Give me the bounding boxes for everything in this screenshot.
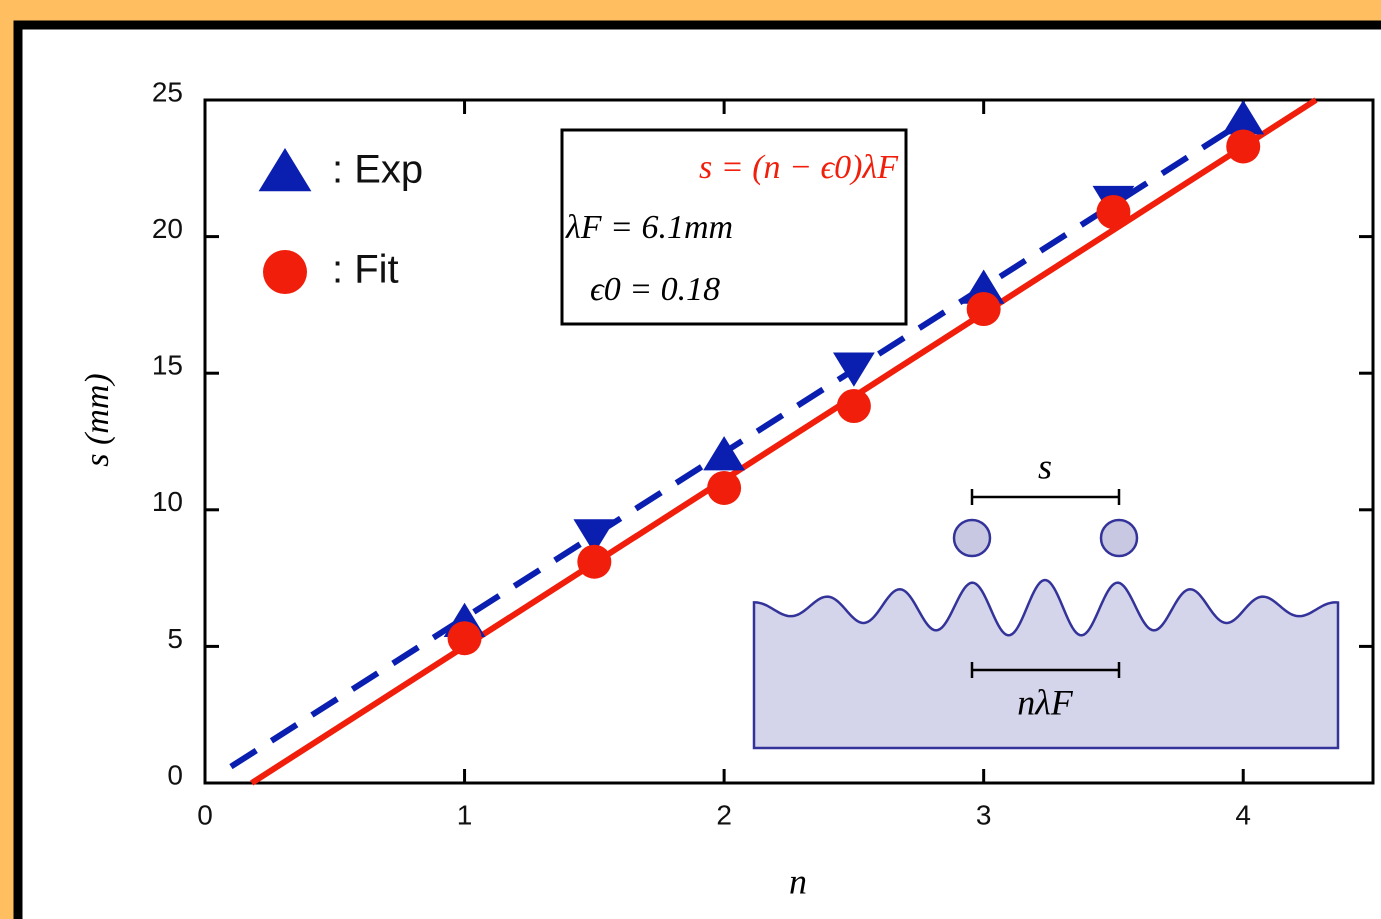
x-tick-label: 1 [457,799,473,830]
marker [1226,129,1261,164]
marker [577,544,612,579]
x-tick-label: 4 [1235,799,1251,830]
droplet [952,518,992,558]
x-tick-label: 0 [197,799,213,830]
y-tick-label: 0 [167,759,183,790]
marker [703,436,746,471]
liquid-surface [752,578,1340,750]
y-tick-label: 20 [152,213,183,244]
fit-line [250,97,1318,786]
marker [447,621,482,656]
marker [836,388,871,423]
y-tick-label: 15 [152,350,183,381]
inset-diagram: s nλF [752,446,1340,750]
y-tick-label: 25 [152,76,183,107]
inset-label: nλF [1017,682,1074,722]
plot-area [203,98,1375,785]
annotation: s = (n − ϵ0)λF [699,149,899,186]
marker [962,269,1005,304]
y-axis-label: s (mm) [79,373,116,466]
y-tick-label: 10 [152,486,183,517]
annotation-box [560,128,908,326]
y-tick-label: 5 [167,623,183,654]
marker [1096,195,1131,230]
x-tick-label: 2 [716,799,732,830]
droplet [1099,518,1139,558]
marker [573,519,616,554]
x-tick-label: 3 [976,799,992,830]
legend-marker [263,250,307,294]
annotation: λF = 6.1mm [565,209,733,246]
legend-label: : Fit [332,248,399,292]
annotation: ϵ0 = 0.18 [590,271,720,308]
marker [966,291,1001,326]
inset-label: s [1038,446,1052,486]
legend-label: : Exp [332,148,423,192]
x-axis-label: n [789,861,807,901]
marker [832,352,875,387]
legend-marker [258,148,312,192]
marker [1222,100,1265,135]
marker [707,470,742,505]
